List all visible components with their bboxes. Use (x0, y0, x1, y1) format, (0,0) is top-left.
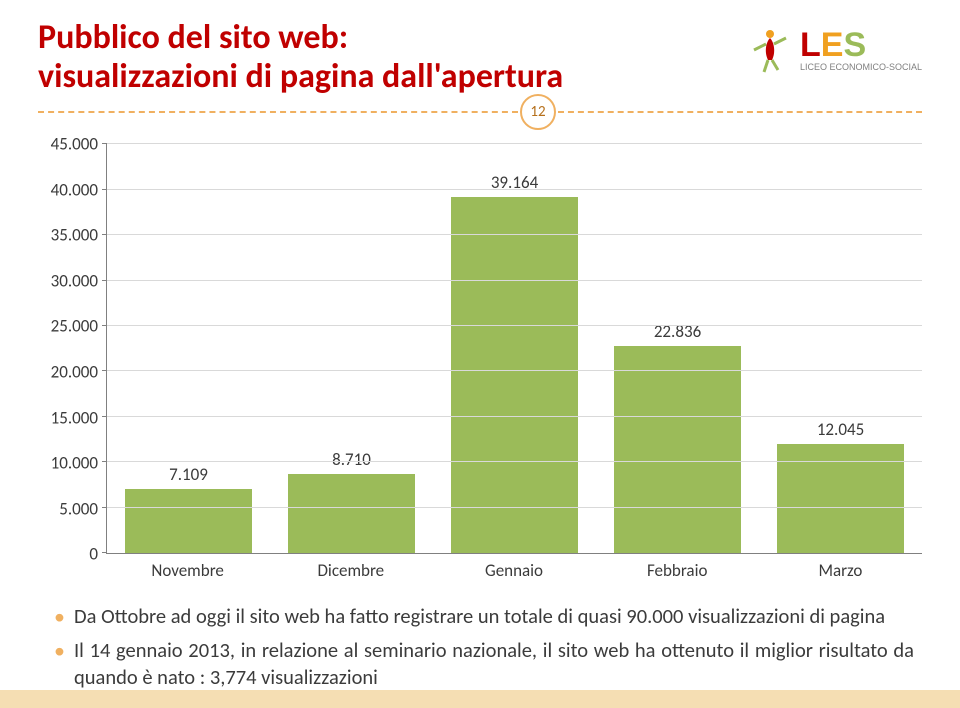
bullet-item: Il 14 gennaio 2013, in relazione al semi… (52, 637, 914, 689)
bar-value-label: 39.164 (491, 172, 538, 193)
bar (125, 489, 252, 554)
x-tick-label: Gennaio (432, 560, 595, 581)
y-tick-label: 30.000 (51, 270, 98, 291)
title-line-1: Pubblico del sito web: (38, 18, 742, 57)
y-tick-label: 5.000 (59, 498, 98, 519)
page-number: 12 (530, 103, 545, 121)
y-tick-label: 40.000 (51, 179, 98, 200)
x-tick-label: Febbraio (596, 560, 759, 581)
bullet-item: Da Ottobre ad oggi il sito web ha fatto … (52, 603, 914, 629)
y-tick-label: 0 (89, 544, 98, 565)
bar (451, 197, 578, 553)
x-tick-label: Marzo (759, 560, 922, 581)
bar-value-label: 7.109 (169, 464, 208, 485)
logo-subtitle: LICEO ECONOMICO-SOCIALE (800, 62, 922, 72)
x-axis-labels: NovembreDicembreGennaioFebbraioMarzo (106, 560, 922, 581)
y-tick-label: 35.000 (51, 225, 98, 246)
bar (614, 346, 741, 554)
footer-accent-bar (0, 690, 960, 708)
bullet-list: Da Ottobre ad oggi il sito web ha fatto … (52, 603, 914, 690)
y-axis: 05.00010.00015.00020.00025.00030.00035.0… (38, 144, 106, 554)
bar-cell: 22.836 (596, 144, 759, 553)
y-tick-label: 20.000 (51, 361, 98, 382)
bar-value-label: 8.710 (332, 449, 371, 470)
chart-plot-area: 7.109 8.710 39.164 22.836 12.045 (106, 144, 922, 554)
svg-text:LES: LES (800, 26, 866, 64)
bar (777, 444, 904, 553)
title-line-2: visualizzazioni di pagina dall'apertura (38, 57, 742, 96)
y-tick-label: 15.000 (51, 407, 98, 428)
x-tick-label: Dicembre (269, 560, 432, 581)
x-tick-label: Novembre (106, 560, 269, 581)
bar-cell: 39.164 (433, 144, 596, 553)
bar-cell: 7.109 (107, 144, 270, 553)
bar-value-label: 12.045 (817, 419, 864, 440)
bar (288, 474, 415, 553)
les-logo: LES LICEO ECONOMICO-SOCIALE (742, 20, 922, 80)
y-tick-label: 25.000 (51, 316, 98, 337)
page-number-badge: 12 (520, 94, 556, 130)
pageviews-bar-chart: 05.00010.00015.00020.00025.00030.00035.0… (38, 144, 922, 554)
bar-value-label: 22.836 (654, 321, 701, 342)
bar-cell: 12.045 (759, 144, 922, 553)
title-divider: 12 (38, 94, 922, 130)
y-tick-label: 45.000 (51, 134, 98, 155)
bar-cell: 8.710 (270, 144, 433, 553)
slide-title: Pubblico del sito web: visualizzazioni d… (38, 18, 742, 96)
y-tick-label: 10.000 (51, 453, 98, 474)
